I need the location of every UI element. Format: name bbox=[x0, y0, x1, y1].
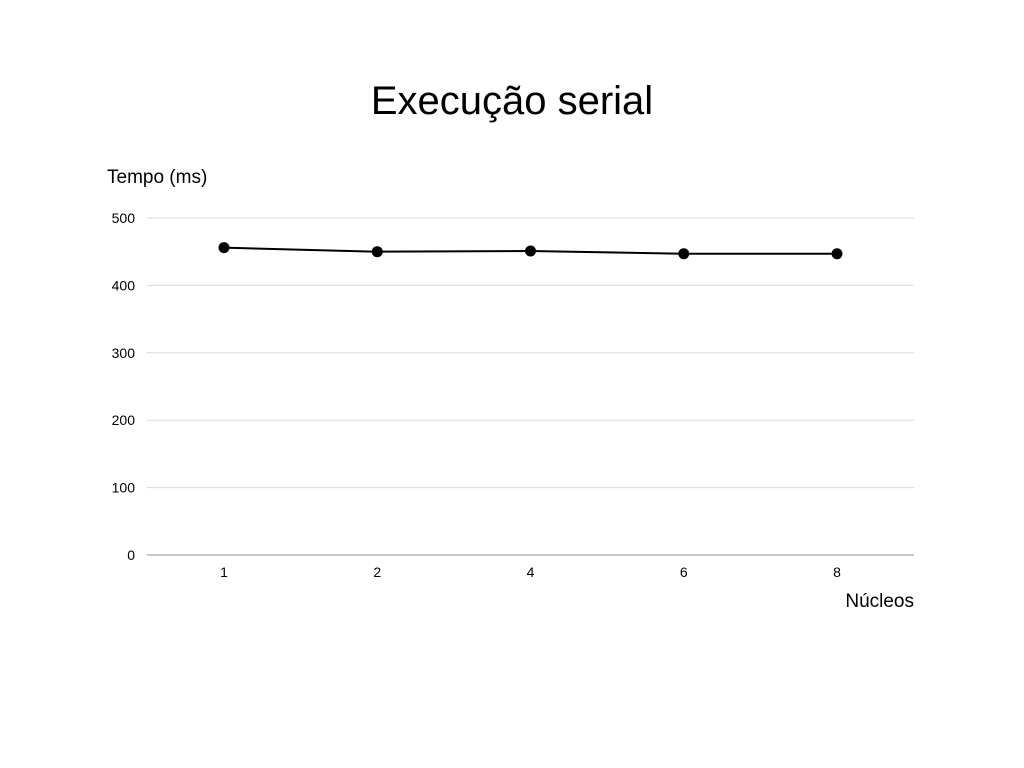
y-tick-label: 400 bbox=[112, 277, 136, 293]
data-point bbox=[371, 246, 383, 258]
data-point bbox=[831, 248, 843, 260]
data-point bbox=[525, 245, 536, 257]
data-point bbox=[218, 242, 230, 254]
x-tick-labels: 1 2 4 6 8 bbox=[220, 564, 841, 580]
y-axis-label: Tempo (ms) bbox=[107, 167, 207, 188]
gridlines bbox=[147, 217, 914, 556]
x-tick-label: 8 bbox=[833, 564, 841, 580]
x-tick-label: 1 bbox=[220, 564, 228, 580]
y-tick-labels: 0 100 200 300 400 500 bbox=[112, 210, 136, 563]
y-tick-label: 500 bbox=[112, 210, 136, 226]
series-layer bbox=[218, 242, 843, 260]
y-tick-label: 300 bbox=[112, 345, 136, 361]
x-tick-label: 4 bbox=[527, 564, 535, 580]
x-tick-label: 2 bbox=[373, 564, 381, 580]
y-tick-label: 200 bbox=[112, 412, 136, 428]
chart-title: Execução serial bbox=[371, 79, 653, 123]
x-tick-label: 6 bbox=[680, 564, 688, 580]
y-tick-label: 0 bbox=[127, 547, 135, 563]
data-point bbox=[678, 248, 690, 260]
x-axis-label: Núcleos bbox=[845, 591, 914, 612]
y-tick-label: 100 bbox=[112, 480, 136, 496]
